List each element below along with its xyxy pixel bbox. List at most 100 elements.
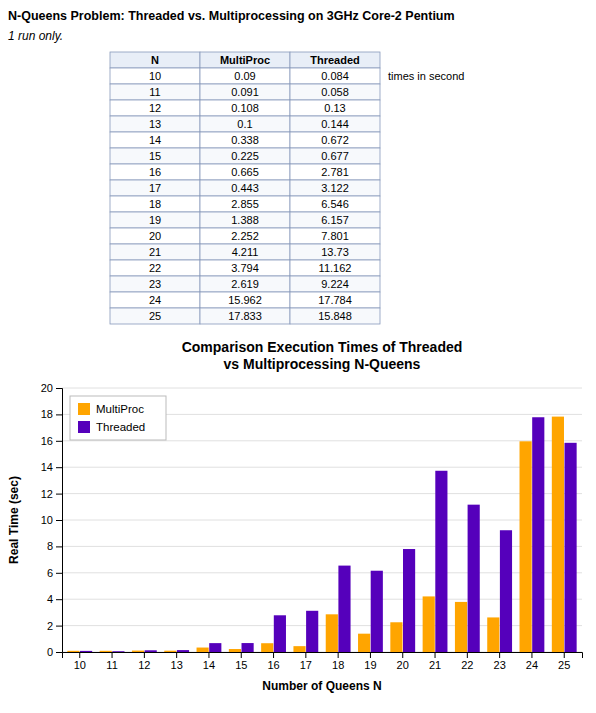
bar (390, 622, 402, 652)
x-tick-label: 19 (364, 659, 376, 671)
table-cell-text: 0.443 (231, 182, 259, 194)
bar (164, 651, 176, 652)
table-cell-text: 0.09 (234, 70, 255, 82)
y-tick-mark (56, 626, 62, 627)
legend-swatch (78, 403, 90, 415)
table-cell (200, 260, 290, 276)
table-cell-text: 23 (149, 278, 161, 290)
table-cell (290, 308, 380, 324)
axis-line (56, 389, 63, 653)
table-cell (200, 100, 290, 116)
table-cell (110, 132, 200, 148)
bar (67, 651, 79, 652)
x-tick-mark (144, 652, 145, 658)
y-tick-label: 18 (41, 408, 53, 420)
x-tick-label: 14 (203, 659, 215, 671)
bar (229, 649, 241, 652)
bar (403, 549, 415, 652)
bar (197, 648, 209, 652)
y-axis-title: Real Time (sec) (7, 476, 21, 564)
x-tick-label: 12 (138, 659, 150, 671)
legend-frame (70, 396, 166, 440)
table-cell (290, 116, 380, 132)
page-title: N-Queens Problem: Threaded vs. Multiproc… (8, 9, 455, 23)
table-cell-text: 15.848 (318, 310, 352, 322)
x-tick-label: 16 (267, 659, 279, 671)
grid-line (62, 493, 582, 494)
y-tick: 14 (41, 461, 62, 473)
table-cell-text: 17.833 (228, 310, 262, 322)
y-tick-label: 14 (41, 461, 53, 473)
x-tick-mark (176, 652, 177, 658)
bar (112, 651, 124, 652)
table-header-cell (200, 52, 290, 68)
chart-title-line: Comparison Execution Times of Threaded (182, 339, 463, 355)
page-subtitle: 1 run only. (8, 29, 63, 43)
x-tick: 19 (364, 652, 376, 671)
table-cell-text: 15.962 (228, 294, 262, 306)
bar (371, 571, 383, 652)
legend-label: Threaded (96, 421, 145, 433)
y-tick: 16 (41, 435, 62, 447)
table-cell-text: 0.225 (231, 150, 259, 162)
table-cell (110, 116, 200, 132)
x-tick: 18 (332, 652, 344, 671)
bar (145, 650, 157, 652)
table-cell-text: 11.162 (319, 262, 352, 274)
table-cell (290, 276, 380, 292)
table-cell (290, 148, 380, 164)
table-cell (290, 292, 380, 308)
y-axis: 0 2 4 6 8 10 12 14 16 18 20 (41, 382, 63, 658)
table-cell-text: 17.784 (318, 294, 352, 306)
y-tick: 0 (47, 646, 62, 658)
x-tick-label: 20 (397, 659, 409, 671)
table-cell (290, 196, 380, 212)
table-cell (110, 196, 200, 212)
x-tick-mark (241, 652, 242, 658)
y-tick-label: 8 (47, 540, 53, 552)
y-tick: 8 (47, 540, 62, 552)
y-tick-mark (56, 467, 62, 468)
table-cell (110, 164, 200, 180)
bar (455, 602, 467, 652)
y-tick: 18 (41, 408, 62, 420)
legend-label: MultiProc (96, 403, 144, 415)
table-cell-text: 0.084 (321, 70, 349, 82)
y-tick-label: 4 (47, 593, 53, 605)
table-cell (200, 116, 290, 132)
y-tick-label: 20 (41, 382, 53, 394)
grid (62, 388, 582, 652)
legend: MultiProc Threaded (70, 396, 166, 440)
y-tick: 10 (41, 514, 62, 526)
x-axis-title: Number of Queens N (262, 679, 381, 693)
y-tick: 6 (47, 567, 62, 579)
bar (552, 417, 564, 652)
x-tick: 10 (74, 652, 86, 671)
x-tick-mark (564, 652, 565, 658)
y-tick-mark (56, 441, 62, 442)
table-cell (200, 68, 290, 84)
y-tick-mark (56, 520, 62, 521)
table-cell-text: 15 (149, 150, 161, 162)
bar-series (67, 417, 564, 652)
y-tick-mark (56, 546, 62, 547)
table-cell-text: 11 (149, 86, 160, 98)
table-cell (110, 212, 200, 228)
table-cell-text: 17 (149, 182, 161, 194)
y-tick-mark (56, 599, 62, 600)
table-cell-text: 0.108 (231, 102, 259, 114)
x-tick-label: 13 (171, 659, 183, 671)
y-tick-label: 10 (41, 514, 53, 526)
table-cell (200, 132, 290, 148)
y-tick: 2 (47, 620, 62, 632)
x-tick-label: 22 (461, 659, 473, 671)
y-tick: 12 (41, 488, 62, 500)
y-tick-mark (56, 494, 62, 495)
x-tick: 11 (106, 652, 117, 671)
x-tick-mark (467, 652, 468, 658)
table-cell-text: 12 (149, 102, 161, 114)
bar (326, 614, 338, 652)
table-cell-text: 3.122 (321, 182, 349, 194)
grid-line (62, 467, 582, 468)
x-tick: 23 (494, 652, 506, 671)
